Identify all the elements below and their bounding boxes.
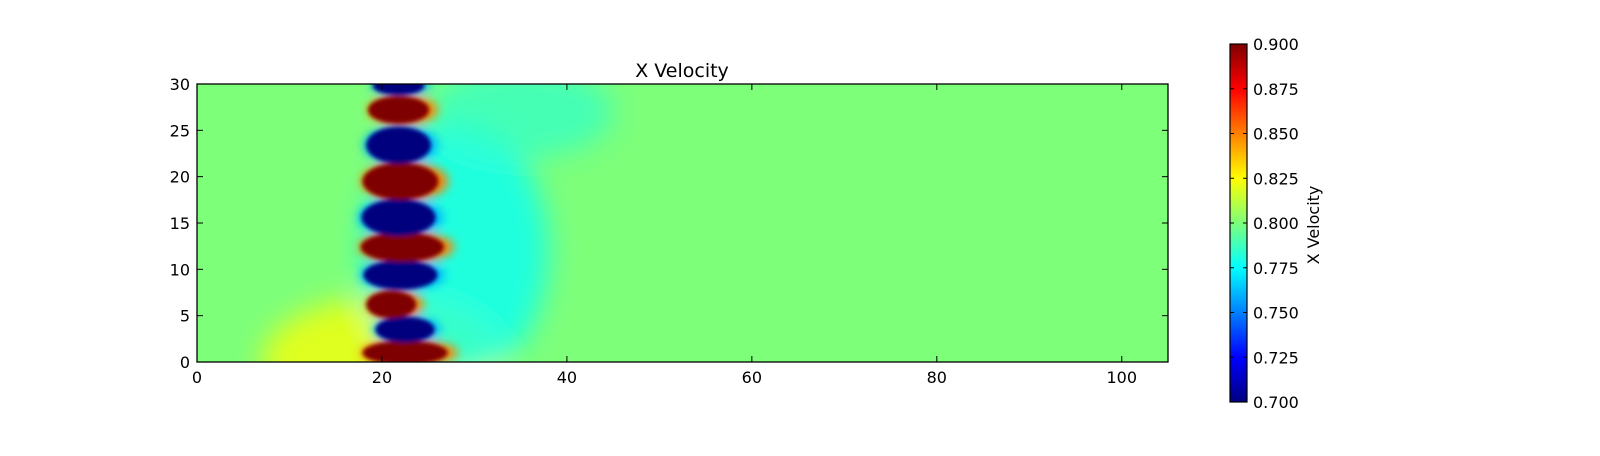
y-tick-label: 20 bbox=[170, 168, 190, 187]
colorbar-tick-label: 0.750 bbox=[1253, 304, 1299, 323]
blob-low-7 bbox=[366, 126, 431, 164]
y-axis: 0 5 10 15 20 25 30 bbox=[170, 75, 1168, 372]
blob-layer bbox=[360, 84, 448, 362]
colorbar-tick-label: 0.875 bbox=[1253, 80, 1299, 99]
y-tick-label: 5 bbox=[180, 307, 190, 326]
y-tick-label: 0 bbox=[180, 353, 190, 372]
colorbar-tick-label: 0.775 bbox=[1253, 259, 1299, 278]
y-tick-label: 25 bbox=[170, 121, 190, 140]
blob-low-5 bbox=[361, 198, 436, 236]
colorbar-tick-label: 0.825 bbox=[1253, 169, 1299, 188]
x-tick-label: 0 bbox=[192, 368, 202, 387]
x-tick-label: 40 bbox=[557, 368, 577, 387]
x-tick-label: 80 bbox=[927, 368, 947, 387]
blob-high-6 bbox=[362, 162, 439, 200]
colorbar-tick-label: 0.850 bbox=[1253, 125, 1299, 144]
colorbar-tick-label: 0.900 bbox=[1253, 35, 1299, 54]
x-tick-label: 60 bbox=[742, 368, 762, 387]
colorbar-ticks: 0.700 0.725 0.750 0.775 0.800 0.825 0.850 0.875… bbox=[1230, 35, 1299, 412]
blob-low-9 bbox=[372, 84, 425, 96]
blob-high-2 bbox=[366, 290, 417, 319]
plot-area bbox=[197, 84, 1168, 362]
halo-low-2 bbox=[428, 84, 614, 159]
blob-high-4 bbox=[360, 232, 444, 262]
x-tick-label: 100 bbox=[1106, 368, 1137, 387]
blob-low-3 bbox=[363, 260, 438, 290]
blob-low-1 bbox=[375, 316, 435, 343]
x-tick-label: 20 bbox=[372, 368, 392, 387]
colorbar-tick-label: 0.800 bbox=[1253, 214, 1299, 233]
colorbar-tick-label: 0.700 bbox=[1253, 393, 1299, 412]
blob-high-8 bbox=[368, 96, 430, 124]
colorbar-tick-label: 0.725 bbox=[1253, 348, 1299, 367]
colorbar-label: X Velocity bbox=[1304, 186, 1323, 265]
blob-high-0 bbox=[362, 340, 448, 362]
y-tick-label: 15 bbox=[170, 214, 190, 233]
x-axis: 0 20 40 60 80 100 bbox=[192, 84, 1137, 387]
y-tick-label: 10 bbox=[170, 260, 190, 279]
chart-title: X Velocity bbox=[635, 60, 729, 82]
y-tick-label: 30 bbox=[170, 75, 190, 94]
